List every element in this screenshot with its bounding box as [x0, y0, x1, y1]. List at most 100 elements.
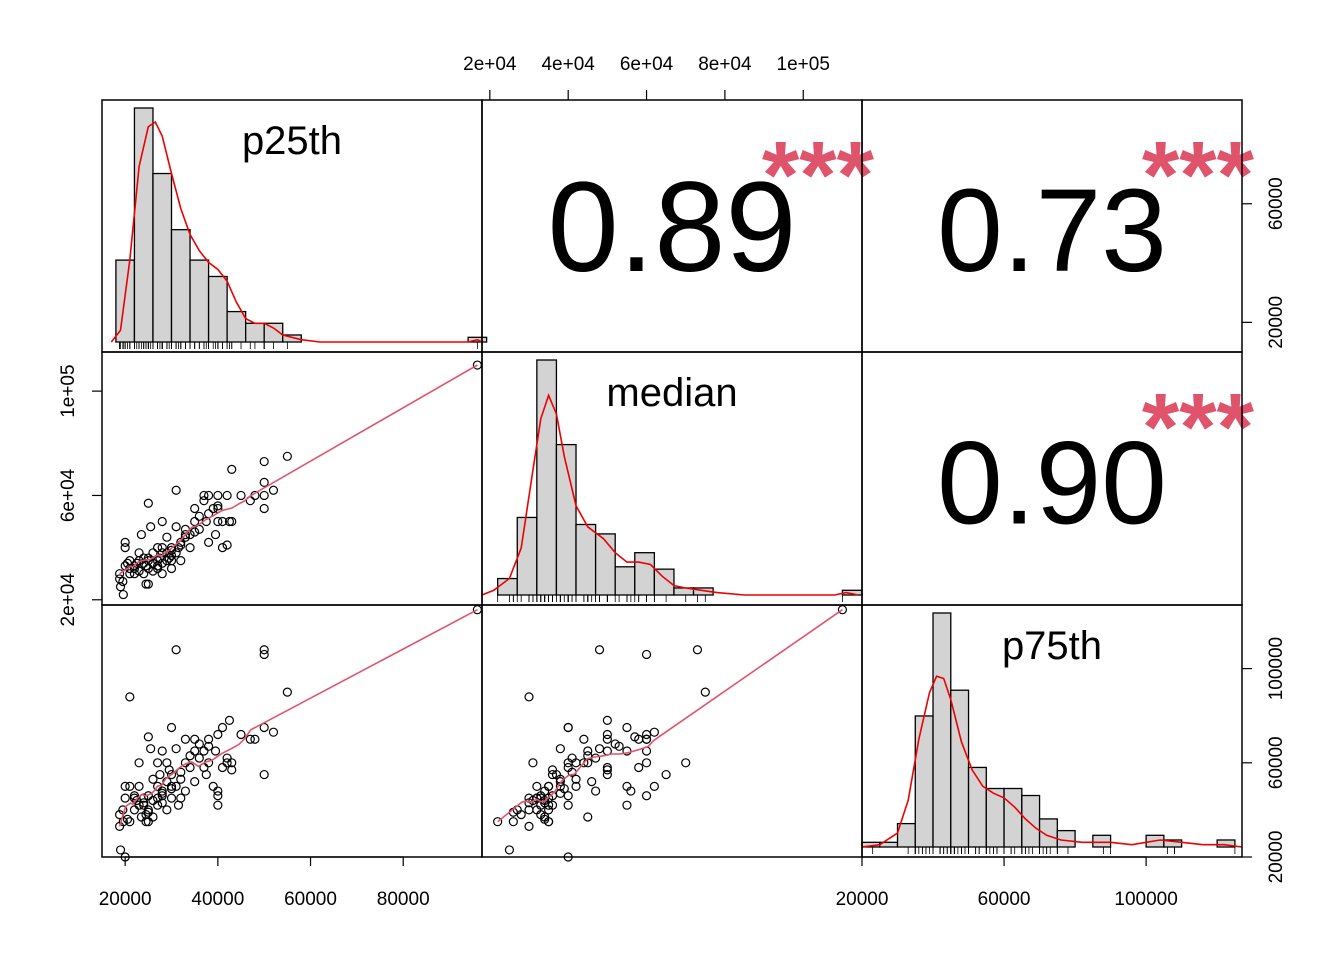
scatter-point-p75th-vs-p25th-11: [125, 781, 135, 791]
scatter-point-p75th-vs-median-59: [571, 774, 581, 784]
histogram-bar-median-4: [575, 523, 597, 596]
scatter-point-median-vs-p25th-81: [213, 501, 223, 511]
scatter-point-median-vs-p25th-0: [115, 569, 125, 579]
scatter-point-p75th-vs-median-96: [649, 727, 659, 737]
correlation-value-p25th-p75th: 0.73: [937, 165, 1167, 297]
tick-label-p75th_right-1: 60000: [1266, 736, 1287, 789]
scatter-point-p75th-vs-median-49: [543, 781, 554, 791]
scatter-point-median-vs-p25th-79: [213, 490, 223, 501]
scatter-point-p75th-vs-p25th-63: [185, 762, 195, 773]
histogram-bar-p75th-11: [1056, 829, 1076, 848]
scatter-point-median-vs-p25th-27: [143, 498, 153, 508]
scatter-point-p75th-vs-p25th-36: [153, 800, 163, 810]
scatter-point-p75th-vs-p25th-70: [199, 746, 209, 756]
scatter-point-p75th-vs-p25th-77: [210, 746, 221, 756]
histogram-bar-p25th-4: [189, 259, 210, 343]
scatter-point-p75th-vs-median-71: [634, 762, 644, 773]
scatter-point-median-vs-p25th-44: [162, 532, 172, 542]
scatter-point-median-vs-p25th-92: [259, 456, 269, 467]
scatter-point-p75th-vs-p25th-29: [143, 817, 153, 827]
scatter-point-p75th-vs-p25th-85: [222, 753, 232, 763]
scatter-point-median-vs-p25th-85: [222, 540, 232, 550]
scatter-point-p75th-vs-p25th-23: [141, 817, 151, 827]
scatter-point-median-vs-p25th-68: [194, 524, 204, 534]
scatter-point-p75th-vs-median-87: [681, 758, 691, 768]
scatter-point-median-vs-p25th-37: [153, 563, 163, 574]
scatter-point-p75th-vs-p25th-14: [129, 791, 140, 801]
panel-frame-2-0: [101, 604, 483, 858]
scatter-point-p75th-vs-median-94: [661, 769, 671, 780]
scatter-point-median-vs-p25th-86: [224, 516, 235, 527]
histogram-bar-p25th-6: [226, 310, 247, 343]
histogram-bar-p25th-3: [170, 229, 191, 343]
tick-label-median_top-1: 4e+04: [541, 54, 595, 75]
scatter-point-median-vs-p25th-63: [185, 543, 195, 553]
scatter-point-p75th-vs-p25th-74: [203, 734, 214, 744]
scatter-point-p75th-vs-p25th-60: [180, 734, 191, 744]
scatter-point-p75th-vs-median-88: [602, 765, 612, 775]
tick-label-median_left-1: 6e+04: [58, 468, 79, 522]
histogram-bar-median-5: [594, 533, 616, 596]
histogram-bar-p75th-3: [914, 715, 934, 848]
scatter-point-median-vs-p25th-11: [125, 563, 135, 574]
scatter-point-p75th-vs-p25th-62: [180, 786, 191, 796]
scatter-point-p75th-vs-median-51: [532, 793, 542, 803]
scatter-point-p75th-vs-median-46: [543, 805, 554, 815]
tick-label-p75th_bottom-1: 60000: [978, 889, 1031, 910]
panel-frame-1-0: [101, 351, 483, 606]
tick-label-p25th_right-1: 60000: [1266, 177, 1287, 230]
scatter-point-p75th-vs-p25th-68: [194, 753, 204, 763]
scatter-point-p75th-vs-p25th-89: [236, 729, 246, 740]
scatter-point-median-vs-p25th-65: [190, 516, 200, 527]
tick-label-p75th_bottom-0: 20000: [836, 889, 889, 910]
scatter-point-median-vs-p25th-88: [227, 516, 237, 527]
scatter-point-median-vs-p25th-41: [157, 548, 167, 558]
scatter-point-p75th-vs-p25th-69: [194, 739, 204, 749]
tick-label-p25th_bottom-3: 80000: [377, 889, 430, 910]
scatter-point-p75th-vs-p25th-78: [213, 729, 223, 740]
scatter-point-median-vs-p25th-69: [194, 511, 204, 521]
scatter-point-p75th-vs-p25th-8: [122, 814, 133, 824]
scatter-point-median-vs-p25th-58: [176, 556, 186, 566]
scatter-point-p75th-vs-p25th-55: [171, 781, 181, 791]
scatter-point-median-vs-p25th-39: [157, 558, 167, 568]
histogram-bar-p75th-9: [1021, 794, 1041, 848]
panel-frame-2-1: [481, 604, 863, 858]
scatter-point-p75th-vs-p25th-81: [213, 786, 223, 796]
scatter-point-p75th-vs-p25th-91: [250, 734, 260, 744]
histogram-bar-median-8: [653, 568, 675, 596]
scatter-point-p75th-vs-median-93: [641, 649, 652, 660]
smooth-line-p75th-vs-median: [497, 609, 843, 823]
scatter-point-p75th-vs-p25th-17: [134, 758, 144, 768]
histogram-bar-p75th-14: [1163, 839, 1183, 848]
correlation-value-median-p75th: 0.90: [937, 418, 1167, 550]
scatter-point-p75th-vs-p25th-18: [134, 800, 144, 810]
histogram-bar-median-1: [516, 516, 538, 596]
scatter-point-median-vs-p25th-96: [268, 485, 279, 495]
scatter-point-median-vs-p25th-19: [136, 529, 146, 540]
scatter-point-p75th-vs-median-73: [614, 741, 624, 751]
tick-label-median_top-3: 8e+04: [698, 54, 752, 75]
scatter-point-p75th-vs-median-6: [571, 781, 581, 791]
scatter-point-p75th-vs-median-80: [622, 800, 632, 810]
scatter-point-p75th-vs-p25th-93: [259, 649, 269, 660]
tick-label-median_top-0: 2e+04: [463, 54, 517, 75]
scatter-point-median-vs-p25th-33: [148, 566, 158, 576]
scatter-point-p75th-vs-p25th-59: [176, 774, 186, 784]
scatter-point-p75th-vs-p25th-43: [157, 791, 167, 801]
significance-stars-p25th-p75th: ***: [1142, 122, 1255, 229]
scatter-point-p75th-vs-p25th-88: [227, 765, 237, 775]
scatter-point-median-vs-p25th-43: [157, 543, 167, 553]
scatter-point-p75th-vs-median-63: [563, 762, 573, 773]
scatter-point-p75th-vs-p25th-96: [268, 727, 279, 737]
scatter-point-p75th-vs-p25th-73: [203, 741, 214, 751]
scatter-point-median-vs-p25th-76: [208, 503, 218, 514]
scatter-point-p75th-vs-median-56: [563, 800, 573, 810]
histogram-bar-p75th-8: [1003, 787, 1023, 848]
scatter-point-p75th-vs-p25th-90: [245, 734, 255, 744]
scatter-point-median-vs-p25th-3: [118, 576, 128, 587]
tick-label-p75th_right-0: 20000: [1266, 831, 1287, 884]
scatter-point-p75th-vs-p25th-97: [282, 687, 292, 697]
scatter-point-p75th-vs-median-78: [602, 729, 612, 740]
scatter-point-p75th-vs-median-32: [540, 812, 550, 822]
